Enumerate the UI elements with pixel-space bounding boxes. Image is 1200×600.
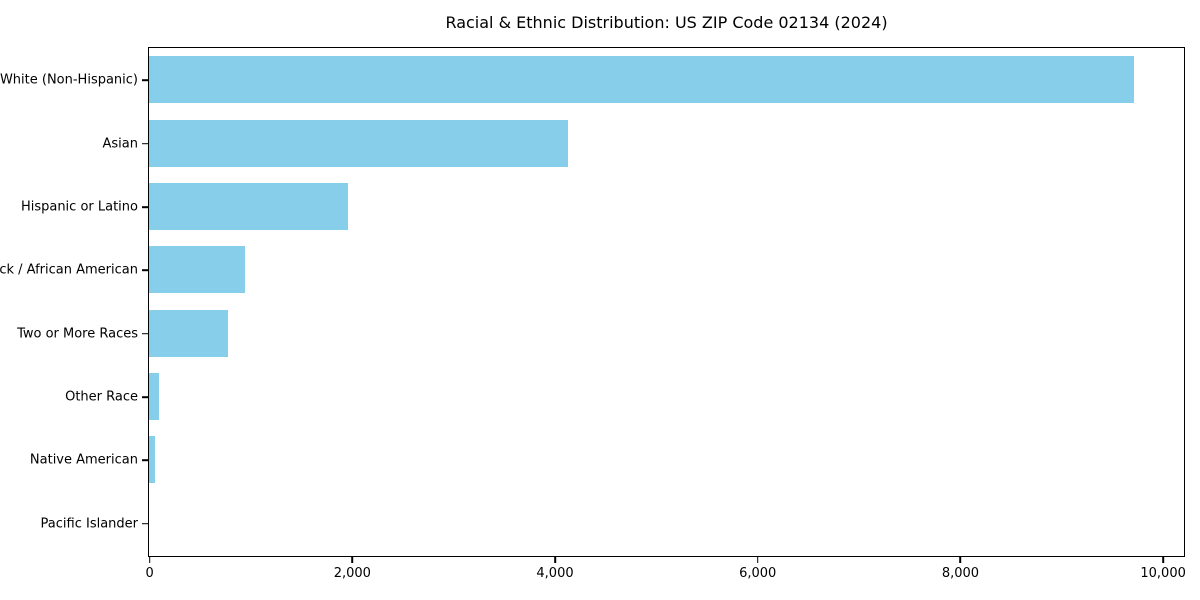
x-tick-label-2000: 2,000	[333, 566, 371, 581]
bar-other-race	[149, 372, 160, 420]
x-tick-mark	[756, 557, 759, 563]
chart-title: Racial & Ethnic Distribution: US ZIP Cod…	[445, 13, 888, 32]
y-tick-mark	[142, 79, 148, 82]
y-tick-label-native-american: Native American	[29, 452, 138, 468]
y-tick-mark	[142, 522, 148, 525]
x-tick-mark	[351, 557, 354, 563]
y-tick-label-white-non-hispanic: White (Non-Hispanic)	[0, 72, 138, 88]
bar-white-non-hispanic	[149, 56, 1135, 104]
y-tick-mark	[142, 396, 148, 398]
x-tick-label-4000: 4,000	[536, 566, 574, 581]
bar-asian	[149, 119, 568, 167]
x-tick-label-6000: 6,000	[739, 566, 777, 581]
y-tick-mark	[142, 332, 148, 335]
y-tick-mark	[142, 142, 148, 145]
x-tick-mark	[1162, 557, 1164, 563]
y-tick-mark	[142, 459, 148, 462]
x-tick-mark	[959, 557, 962, 563]
x-tick-label-10000: 10,000	[1140, 566, 1186, 581]
y-tick-label-other-race: Other Race	[65, 389, 138, 405]
plot-area	[148, 47, 1185, 557]
y-tick-mark	[142, 206, 148, 208]
bar-black-african-american	[149, 246, 245, 294]
x-tick-mark	[148, 557, 151, 563]
x-tick-mark	[554, 557, 556, 563]
bar-two-or-more-races	[149, 309, 229, 357]
x-tick-label-0: 0	[145, 566, 154, 581]
y-tick-label-two-or-more-races: Two or More Races	[17, 326, 138, 342]
y-tick-label-asian: Asian	[102, 136, 138, 152]
x-tick-label-8000: 8,000	[941, 566, 980, 581]
y-tick-mark	[142, 269, 148, 272]
y-tick-label-black-african-american: Black / African American	[0, 262, 138, 278]
bar-hispanic-or-latino	[149, 182, 349, 230]
bar-native-american	[149, 436, 155, 484]
y-tick-label-hispanic-or-latino: Hispanic or Latino	[20, 199, 138, 215]
y-tick-label-pacific-islander: Pacific Islander	[40, 516, 138, 532]
